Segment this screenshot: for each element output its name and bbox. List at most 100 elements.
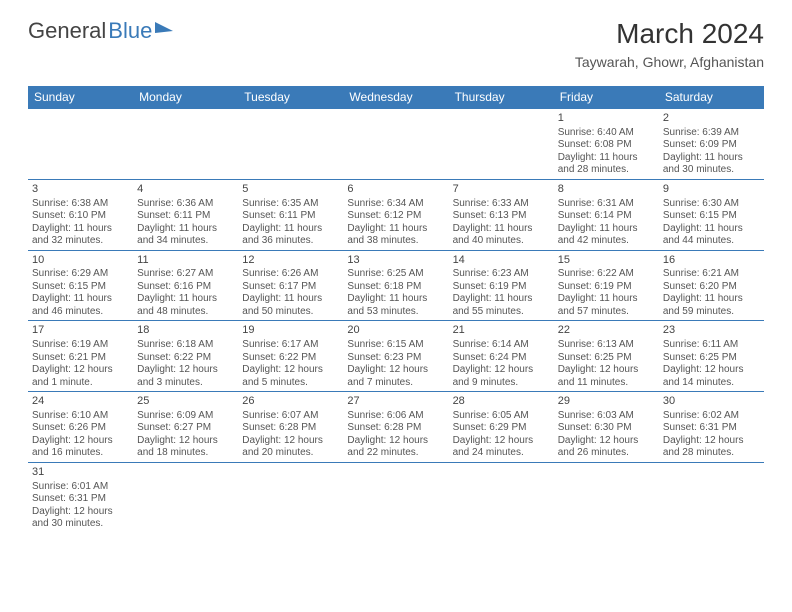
day-number: 2 — [663, 112, 760, 126]
flag-icon — [155, 20, 173, 33]
calendar-cell: 23Sunrise: 6:11 AMSunset: 6:25 PMDayligh… — [659, 321, 764, 392]
calendar-cell: 1Sunrise: 6:40 AMSunset: 6:08 PMDaylight… — [554, 109, 659, 180]
calendar-cell — [133, 109, 238, 180]
sunrise-text: Sunrise: 6:30 AM — [663, 198, 760, 211]
daylight-text: Daylight: 11 hours and 57 minutes. — [558, 293, 655, 318]
sunrise-text: Sunrise: 6:26 AM — [242, 268, 339, 281]
day-number: 27 — [347, 395, 444, 409]
calendar-cell: 17Sunrise: 6:19 AMSunset: 6:21 PMDayligh… — [28, 321, 133, 392]
day-number: 16 — [663, 254, 760, 268]
calendar-cell: 27Sunrise: 6:06 AMSunset: 6:28 PMDayligh… — [343, 392, 448, 463]
calendar-cell: 16Sunrise: 6:21 AMSunset: 6:20 PMDayligh… — [659, 250, 764, 321]
day-number: 3 — [32, 183, 129, 197]
sunrise-text: Sunrise: 6:34 AM — [347, 198, 444, 211]
calendar-cell — [449, 462, 554, 534]
day-number: 26 — [242, 395, 339, 409]
sunrise-text: Sunrise: 6:05 AM — [453, 410, 550, 423]
calendar-cell — [238, 109, 343, 180]
calendar-body: 1Sunrise: 6:40 AMSunset: 6:08 PMDaylight… — [28, 109, 764, 535]
sunrise-text: Sunrise: 6:29 AM — [32, 268, 129, 281]
sunset-text: Sunset: 6:22 PM — [242, 352, 339, 365]
logo-text-2: Blue — [108, 18, 152, 44]
sunrise-text: Sunrise: 6:36 AM — [137, 198, 234, 211]
sunrise-text: Sunrise: 6:40 AM — [558, 127, 655, 140]
sunrise-text: Sunrise: 6:01 AM — [32, 481, 129, 494]
daylight-text: Daylight: 12 hours and 16 minutes. — [32, 435, 129, 460]
weekday-header: Sunday — [28, 86, 133, 109]
sunset-text: Sunset: 6:21 PM — [32, 352, 129, 365]
sunset-text: Sunset: 6:16 PM — [137, 281, 234, 294]
sunrise-text: Sunrise: 6:13 AM — [558, 339, 655, 352]
sunrise-text: Sunrise: 6:19 AM — [32, 339, 129, 352]
sunset-text: Sunset: 6:17 PM — [242, 281, 339, 294]
weekday-header: Wednesday — [343, 86, 448, 109]
title-block: March 2024 Taywarah, Ghowr, Afghanistan — [575, 18, 764, 70]
weekday-header: Friday — [554, 86, 659, 109]
day-number: 14 — [453, 254, 550, 268]
daylight-text: Daylight: 11 hours and 50 minutes. — [242, 293, 339, 318]
day-number: 9 — [663, 183, 760, 197]
sunset-text: Sunset: 6:27 PM — [137, 422, 234, 435]
daylight-text: Daylight: 11 hours and 32 minutes. — [32, 223, 129, 248]
calendar-cell — [28, 109, 133, 180]
daylight-text: Daylight: 12 hours and 9 minutes. — [453, 364, 550, 389]
day-number: 13 — [347, 254, 444, 268]
calendar-cell — [449, 109, 554, 180]
daylight-text: Daylight: 11 hours and 42 minutes. — [558, 223, 655, 248]
sunrise-text: Sunrise: 6:18 AM — [137, 339, 234, 352]
sunset-text: Sunset: 6:11 PM — [242, 210, 339, 223]
sunrise-text: Sunrise: 6:31 AM — [558, 198, 655, 211]
day-number: 10 — [32, 254, 129, 268]
sunrise-text: Sunrise: 6:25 AM — [347, 268, 444, 281]
sunrise-text: Sunrise: 6:14 AM — [453, 339, 550, 352]
sunrise-text: Sunrise: 6:11 AM — [663, 339, 760, 352]
calendar-cell: 9Sunrise: 6:30 AMSunset: 6:15 PMDaylight… — [659, 179, 764, 250]
sunrise-text: Sunrise: 6:09 AM — [137, 410, 234, 423]
calendar-cell: 13Sunrise: 6:25 AMSunset: 6:18 PMDayligh… — [343, 250, 448, 321]
calendar-cell: 24Sunrise: 6:10 AMSunset: 6:26 PMDayligh… — [28, 392, 133, 463]
day-number: 20 — [347, 324, 444, 338]
sunrise-text: Sunrise: 6:02 AM — [663, 410, 760, 423]
daylight-text: Daylight: 12 hours and 30 minutes. — [32, 506, 129, 531]
sunrise-text: Sunrise: 6:06 AM — [347, 410, 444, 423]
calendar-cell: 30Sunrise: 6:02 AMSunset: 6:31 PMDayligh… — [659, 392, 764, 463]
calendar-cell — [133, 462, 238, 534]
calendar-cell: 18Sunrise: 6:18 AMSunset: 6:22 PMDayligh… — [133, 321, 238, 392]
weekday-header: Monday — [133, 86, 238, 109]
daylight-text: Daylight: 12 hours and 28 minutes. — [663, 435, 760, 460]
day-number: 4 — [137, 183, 234, 197]
day-number: 7 — [453, 183, 550, 197]
calendar-cell: 20Sunrise: 6:15 AMSunset: 6:23 PMDayligh… — [343, 321, 448, 392]
calendar-cell: 28Sunrise: 6:05 AMSunset: 6:29 PMDayligh… — [449, 392, 554, 463]
calendar-cell: 21Sunrise: 6:14 AMSunset: 6:24 PMDayligh… — [449, 321, 554, 392]
calendar-cell: 11Sunrise: 6:27 AMSunset: 6:16 PMDayligh… — [133, 250, 238, 321]
sunset-text: Sunset: 6:26 PM — [32, 422, 129, 435]
daylight-text: Daylight: 11 hours and 48 minutes. — [137, 293, 234, 318]
sunset-text: Sunset: 6:12 PM — [347, 210, 444, 223]
calendar-cell: 25Sunrise: 6:09 AMSunset: 6:27 PMDayligh… — [133, 392, 238, 463]
sunset-text: Sunset: 6:13 PM — [453, 210, 550, 223]
sunset-text: Sunset: 6:10 PM — [32, 210, 129, 223]
calendar-cell: 6Sunrise: 6:34 AMSunset: 6:12 PMDaylight… — [343, 179, 448, 250]
calendar-cell: 10Sunrise: 6:29 AMSunset: 6:15 PMDayligh… — [28, 250, 133, 321]
daylight-text: Daylight: 11 hours and 53 minutes. — [347, 293, 444, 318]
daylight-text: Daylight: 12 hours and 24 minutes. — [453, 435, 550, 460]
sunrise-text: Sunrise: 6:21 AM — [663, 268, 760, 281]
sunset-text: Sunset: 6:18 PM — [347, 281, 444, 294]
sunrise-text: Sunrise: 6:35 AM — [242, 198, 339, 211]
day-number: 5 — [242, 183, 339, 197]
daylight-text: Daylight: 11 hours and 28 minutes. — [558, 152, 655, 177]
location-subtitle: Taywarah, Ghowr, Afghanistan — [575, 54, 764, 70]
day-number: 19 — [242, 324, 339, 338]
sunset-text: Sunset: 6:25 PM — [558, 352, 655, 365]
day-number: 24 — [32, 395, 129, 409]
daylight-text: Daylight: 11 hours and 55 minutes. — [453, 293, 550, 318]
calendar-cell — [238, 462, 343, 534]
calendar-cell: 8Sunrise: 6:31 AMSunset: 6:14 PMDaylight… — [554, 179, 659, 250]
daylight-text: Daylight: 12 hours and 11 minutes. — [558, 364, 655, 389]
sunset-text: Sunset: 6:28 PM — [242, 422, 339, 435]
header: General Blue March 2024 Taywarah, Ghowr,… — [0, 0, 792, 76]
calendar-cell: 4Sunrise: 6:36 AMSunset: 6:11 PMDaylight… — [133, 179, 238, 250]
daylight-text: Daylight: 11 hours and 36 minutes. — [242, 223, 339, 248]
daylight-text: Daylight: 11 hours and 34 minutes. — [137, 223, 234, 248]
